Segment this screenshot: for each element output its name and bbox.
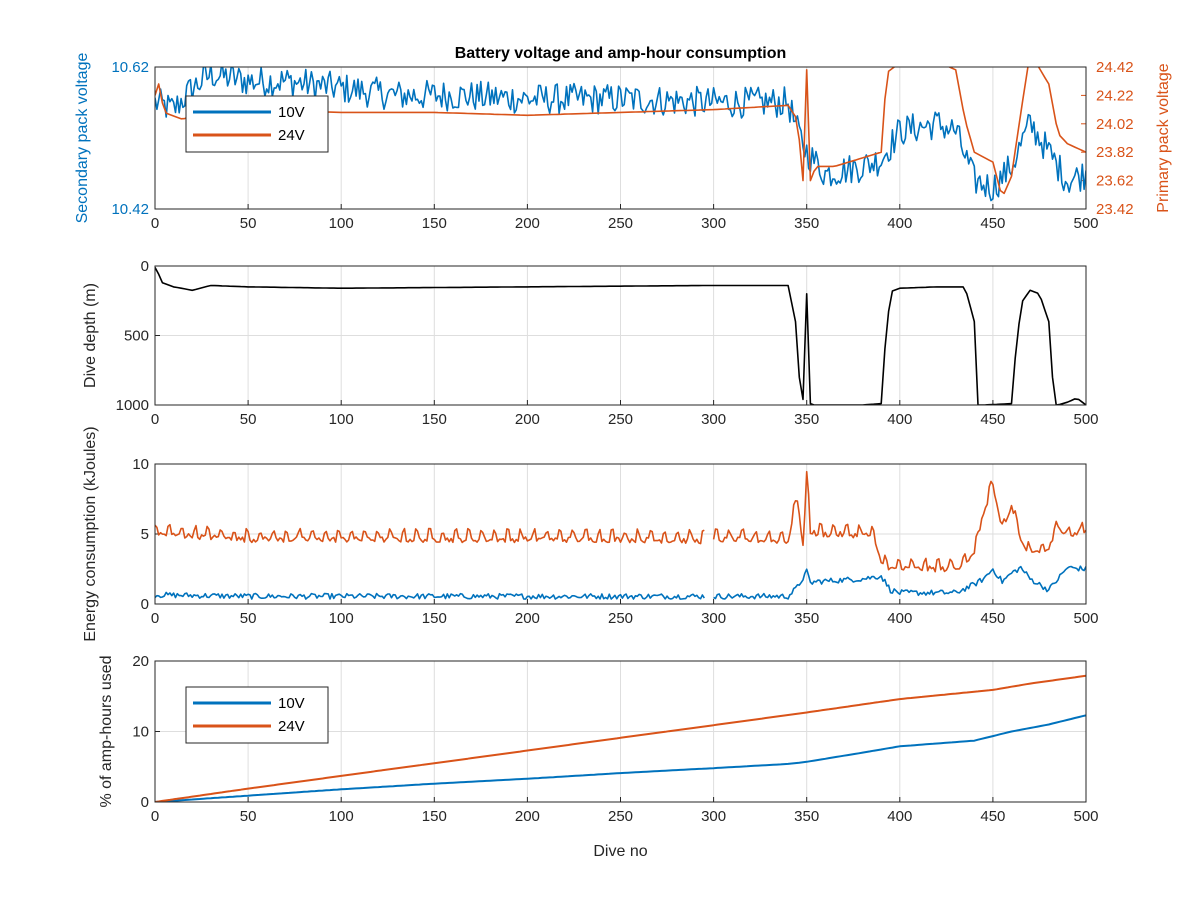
series-line-10v [155,67,1086,202]
y-tick-label: 10 [132,456,149,473]
series-line-24v [155,674,1086,802]
legend-label: 10V [278,695,305,712]
y-axis-label: Secondary pack voltage [74,53,91,224]
y-tick-label: 5 [141,526,149,543]
x-tick-label: 150 [422,610,447,627]
legend-box [185,686,329,744]
y-tick-label: 10 [132,724,149,741]
y-right-tick-label: 23.42 [1096,201,1134,218]
y-right-tick-label: 24.42 [1096,59,1134,76]
chart-title: Battery voltage and amp-hour consumption [455,45,787,62]
x-tick-label: 50 [240,610,257,627]
y-right-tick-label: 23.62 [1096,173,1134,190]
y-tick-label: 0 [141,794,149,811]
x-tick-label: 0 [151,610,159,627]
x-tick-label: 350 [794,411,819,428]
axes-frame [154,463,1087,605]
x-tick-label: 200 [515,808,540,825]
x-tick-label: 0 [151,808,159,825]
x-tick-label: 50 [240,215,257,232]
x-tick-label: 450 [980,411,1005,428]
x-tick-label: 250 [608,808,633,825]
chart-panel-4 [154,660,1087,803]
y-right-tick-label: 24.22 [1096,87,1134,104]
y-axis-label: Energy consumption (kJoules) [82,426,99,641]
x-tick-label: 100 [329,808,354,825]
x-tick-label: 100 [329,215,354,232]
x-tick-label: 400 [887,610,912,627]
y-tick-label: 0 [141,596,149,613]
axes-frame [154,66,1087,210]
x-tick-label: 50 [240,411,257,428]
series-line-depth [155,267,1086,405]
y-tick-label: 500 [124,328,149,345]
legend-box [185,95,329,153]
x-tick-label: 200 [515,610,540,627]
y-tick-label: 20 [132,653,149,670]
x-tick-label: 400 [887,411,912,428]
x-tick-label: 0 [151,215,159,232]
legend-label: 24V [278,127,305,144]
x-tick-label: 150 [422,215,447,232]
x-tick-label: 300 [701,610,726,627]
chart-panel-2 [154,265,1087,406]
x-tick-label: 400 [887,215,912,232]
x-tick-label: 500 [1073,215,1098,232]
x-tick-label: 100 [329,610,354,627]
y-axis-label: % of amp-hours used [98,655,115,807]
series-line-10v [155,714,1086,802]
x-tick-label: 450 [980,215,1005,232]
x-tick-label: 250 [608,610,633,627]
y-tick-label: 0 [141,258,149,275]
x-tick-label: 400 [887,808,912,825]
x-tick-label: 0 [151,411,159,428]
x-tick-label: 450 [980,808,1005,825]
x-tick-label: 300 [701,808,726,825]
x-tick-label: 300 [701,411,726,428]
x-tick-label: 250 [608,411,633,428]
y-tick-label: 10.42 [111,201,149,218]
y-tick-label: 10.62 [111,59,149,76]
x-tick-label: 150 [422,808,447,825]
x-tick-label: 200 [515,215,540,232]
x-tick-label: 200 [515,411,540,428]
x-tick-label: 300 [701,215,726,232]
chart-panel-3 [154,463,1087,605]
y-right-tick-label: 24.02 [1096,116,1134,133]
x-tick-label: 50 [240,808,257,825]
x-tick-label: 350 [794,215,819,232]
y-tick-label: 1000 [116,397,149,414]
y-right-axis-label: Primary pack voltage [1155,63,1172,212]
y-right-tick-label: 23.82 [1096,144,1134,161]
x-tick-label: 500 [1073,411,1098,428]
x-tick-label: 250 [608,215,633,232]
x-axis-label: Dive no [593,843,647,860]
x-tick-label: 100 [329,411,354,428]
legend-label: 10V [278,104,305,121]
y-axis-label: Dive depth (m) [82,283,99,388]
x-tick-label: 500 [1073,610,1098,627]
axes-frame [154,660,1087,803]
x-tick-label: 500 [1073,808,1098,825]
x-tick-label: 350 [794,808,819,825]
series-line-10v [155,565,1086,600]
x-tick-label: 450 [980,610,1005,627]
legend-label: 24V [278,718,305,735]
x-tick-label: 150 [422,411,447,428]
x-tick-label: 350 [794,610,819,627]
axes-frame [154,265,1087,406]
series-line-24v [155,470,1086,573]
